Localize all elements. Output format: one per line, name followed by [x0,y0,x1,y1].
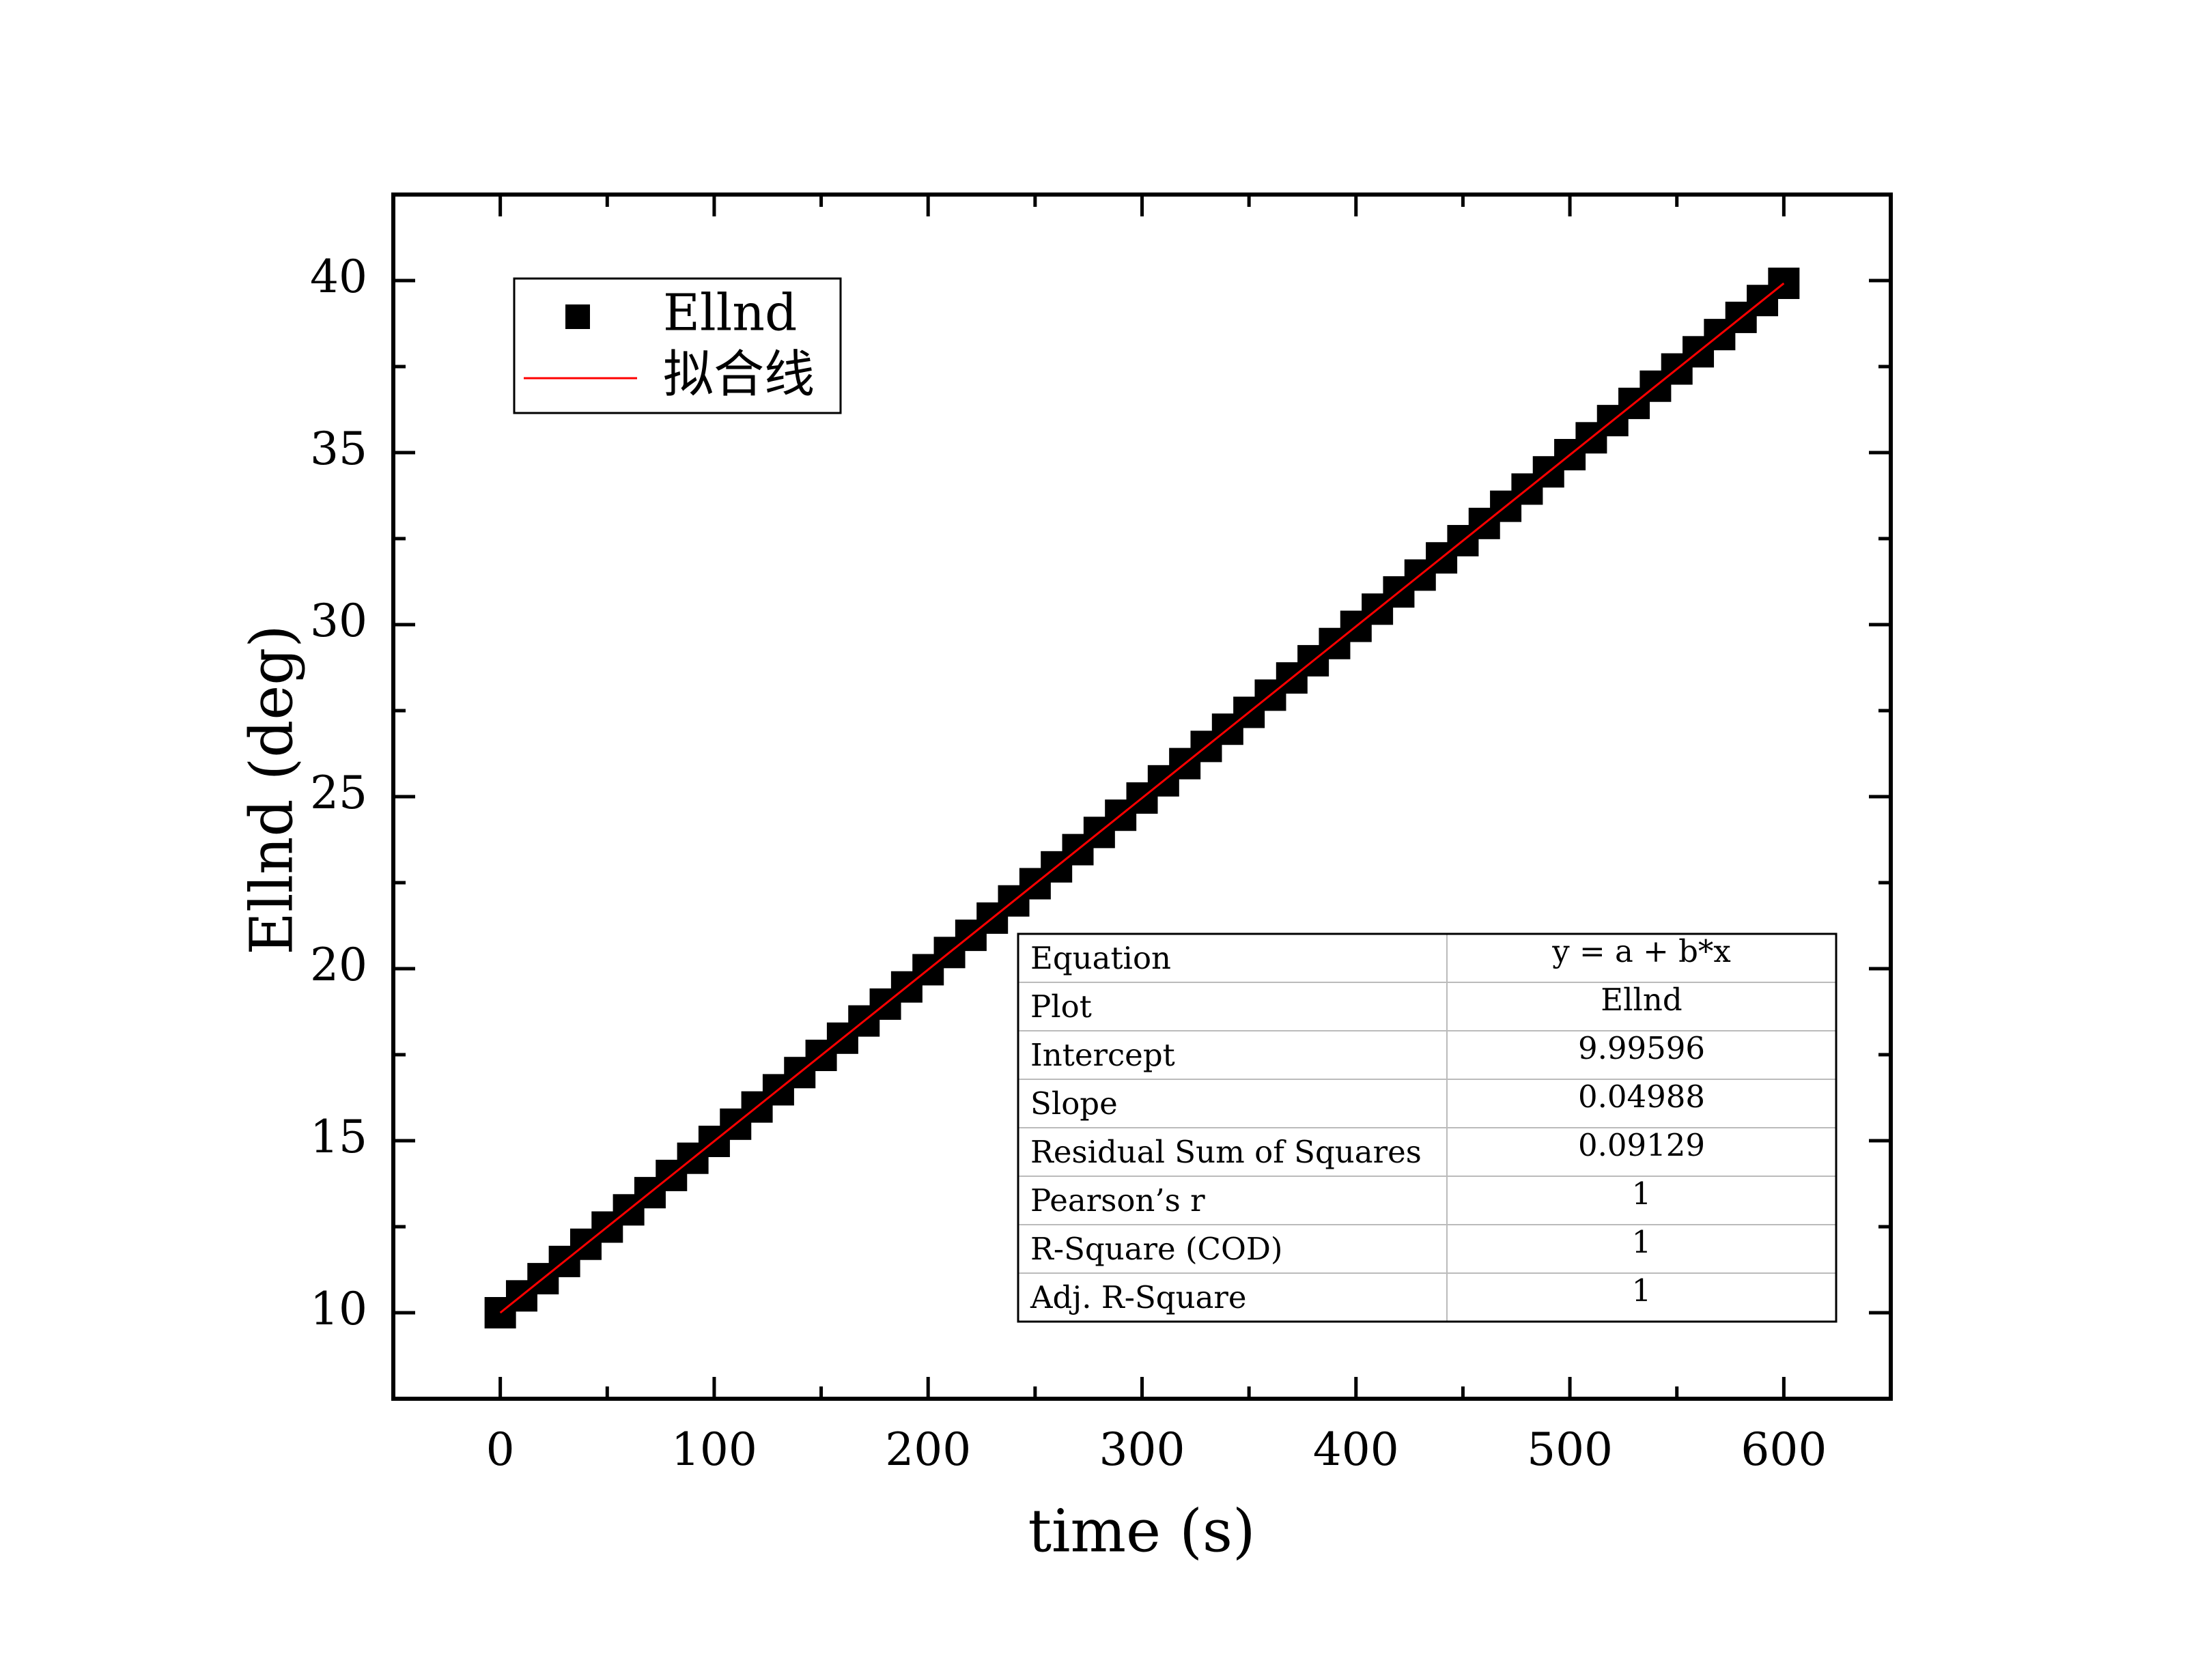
table-cell: 1 [1632,1176,1652,1212]
table-cell: R-Square (COD) [1030,1231,1283,1267]
y-tick-label: 20 [310,939,367,991]
table-cell: Slope [1030,1085,1118,1122]
table-cell: 9.99596 [1578,1030,1705,1066]
x-tick-label: 500 [1527,1423,1613,1476]
table-cell: 0.04988 [1578,1079,1705,1115]
x-axis-title: time (s) [1028,1498,1255,1566]
x-tick-label: 400 [1313,1423,1399,1476]
y-tick-label: 10 [310,1283,367,1335]
x-tick-label: 200 [885,1423,971,1476]
table-cell: Residual Sum of Squares [1030,1134,1422,1170]
table-cell: y = a + b*x [1551,933,1731,969]
legend-box [513,277,842,414]
y-axis-title: Ellnd (deg) [238,625,307,955]
table-cell: Adj. R-Square [1030,1279,1247,1315]
y-tick-label: 30 [310,595,367,647]
x-tick-label: 0 [486,1423,515,1476]
y-tick-label: 15 [310,1111,367,1163]
legend-label: Ellnd [663,283,797,342]
table-cell: Ellnd [1601,982,1682,1018]
table-cell: Pearson’s r [1030,1182,1205,1219]
x-tick-label: 600 [1741,1423,1827,1476]
x-tick-label: 100 [671,1423,757,1476]
table-cell: Intercept [1030,1037,1175,1073]
y-tick-label: 40 [310,251,367,303]
legend-marker [565,304,590,329]
table-cell: Plot [1030,988,1092,1025]
plot-area [484,268,1800,1328]
y-tick-label: 35 [310,423,367,475]
table-cell: 1 [1632,1224,1652,1260]
fit-line [499,282,1785,1314]
table-cell: 1 [1632,1272,1652,1309]
table-cell: 0.09129 [1578,1127,1705,1163]
table-cell: Equation [1030,940,1171,976]
y-tick-label: 25 [310,767,367,819]
x-tick-label: 300 [1099,1423,1185,1476]
legend-label: 拟合线 [663,345,815,403]
table-frame [1017,932,1838,1323]
